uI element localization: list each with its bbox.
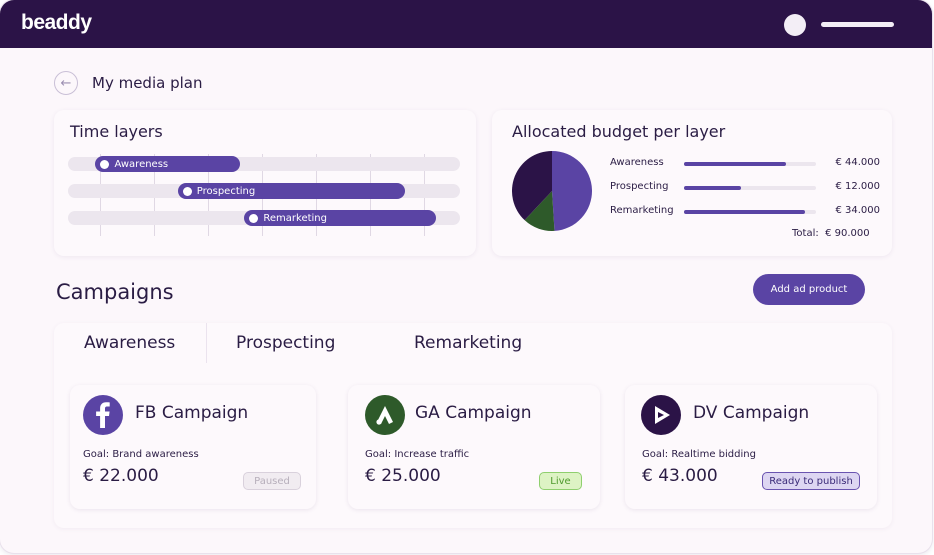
budget-track — [684, 162, 816, 166]
campaigns-title: Campaigns — [56, 280, 174, 304]
layer-bar-label: Prospecting — [196, 185, 256, 197]
layer-bar-label: Remarketing — [263, 212, 327, 224]
budget-track — [684, 210, 816, 214]
tab-remarketing[interactable]: Remarketing — [414, 333, 523, 353]
budget-fill — [684, 162, 786, 166]
tab-prospecting[interactable]: Prospecting — [236, 333, 336, 353]
layer-bar-remarketing[interactable]: Remarketing — [244, 210, 437, 226]
layer-bar-awareness[interactable]: Awareness — [95, 156, 241, 172]
status-badge: Paused — [243, 472, 301, 490]
budget-pie-chart — [512, 151, 592, 231]
display-video-icon — [641, 395, 681, 435]
user-avatar[interactable] — [784, 14, 806, 36]
budget-row-label: Awareness — [610, 157, 664, 168]
campaign-card-dv[interactable]: DV Campaign Goal: Realtime bidding € 43.… — [625, 385, 877, 509]
pie-slice-remarketing — [512, 151, 552, 221]
campaign-name: GA Campaign — [415, 403, 532, 423]
budget-row-label: Remarketing — [610, 205, 674, 216]
drag-handle[interactable] — [249, 213, 259, 223]
top-navbar: beaddy — [0, 0, 932, 48]
time-layers-card: Time layers Awareness Prospecting Remark… — [54, 110, 476, 256]
app-logo[interactable]: beaddy — [21, 11, 92, 34]
campaign-card-ga[interactable]: GA Campaign Goal: Increase traffic € 25.… — [348, 385, 600, 509]
budget-row-remarketing: Remarketing € 34.000 — [610, 205, 880, 219]
campaign-price: € 25.000 — [365, 466, 441, 486]
active-tab-background — [56, 323, 206, 365]
campaign-price: € 43.000 — [642, 466, 718, 486]
drag-handle[interactable] — [100, 159, 110, 169]
campaign-price: € 22.000 — [83, 466, 159, 486]
pie-slice-awareness — [552, 151, 592, 231]
facebook-icon — [83, 395, 123, 435]
budget-row-prospecting: Prospecting € 12.000 — [610, 181, 880, 195]
page-title: My media plan — [92, 74, 203, 92]
layer-bar-label: Awareness — [114, 158, 169, 170]
budget-fill — [684, 186, 741, 190]
status-badge: Ready to publish — [762, 472, 860, 490]
tab-divider — [206, 323, 207, 363]
budget-track — [684, 186, 816, 190]
time-layers-title: Time layers — [70, 122, 163, 141]
budget-row-amount: € 34.000 — [835, 205, 880, 216]
campaign-name: DV Campaign — [693, 403, 810, 423]
campaign-card-fb[interactable]: FB Campaign Goal: Brand awareness € 22.0… — [70, 385, 316, 509]
drag-handle[interactable] — [182, 186, 192, 196]
google-ads-icon — [365, 395, 405, 435]
total-amount: € 90.000 — [825, 228, 870, 239]
tab-awareness[interactable]: Awareness — [84, 333, 176, 353]
budget-card: Allocated budget per layer Awareness € 4… — [492, 110, 892, 256]
budget-row-amount: € 44.000 — [835, 157, 880, 168]
add-ad-product-button[interactable]: Add ad product — [753, 274, 865, 305]
budget-fill — [684, 210, 806, 214]
budget-row-label: Prospecting — [610, 181, 669, 192]
pie-slice-prospecting — [524, 191, 555, 231]
layer-bar-prospecting[interactable]: Prospecting — [177, 183, 406, 199]
budget-title: Allocated budget per layer — [512, 122, 726, 141]
campaign-goal: Goal: Realtime bidding — [642, 449, 756, 460]
back-button[interactable]: ← — [54, 71, 78, 95]
budget-total: Total: € 90.000 — [792, 228, 870, 239]
user-name-placeholder[interactable] — [821, 22, 894, 27]
campaign-goal: Goal: Increase traffic — [365, 449, 470, 460]
budget-row-amount: € 12.000 — [835, 181, 880, 192]
campaign-goal: Goal: Brand awareness — [83, 449, 199, 460]
arrow-left-icon: ← — [60, 75, 72, 91]
total-label: Total: — [792, 228, 819, 239]
campaign-name: FB Campaign — [135, 403, 249, 423]
status-badge: Live — [539, 472, 582, 490]
budget-row-awareness: Awareness € 44.000 — [610, 157, 880, 171]
